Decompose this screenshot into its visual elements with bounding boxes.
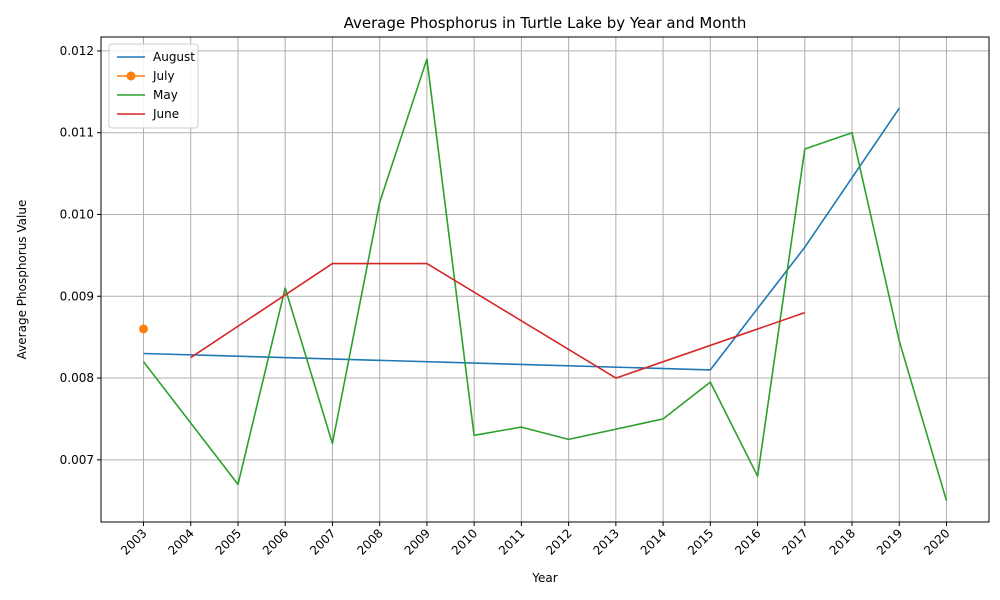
y-tick-label: 0.010 <box>60 207 94 221</box>
grid-lines <box>101 37 989 522</box>
legend-label-august: August <box>153 50 195 64</box>
series-line-may <box>142 58 948 501</box>
axis-ticks: 2003 2004 2005 2006 2007 2008 2009 2010 2011 2012… <box>60 44 953 558</box>
y-axis-label: Average Phosphorus Value <box>15 200 29 360</box>
series-line-august <box>143 107 900 371</box>
x-axis-label: Year <box>531 571 557 585</box>
legend-label-june: June <box>152 107 179 121</box>
plot-frame <box>100 36 990 523</box>
y-tick-label: 0.008 <box>60 371 94 385</box>
y-tick-label: 0.009 <box>60 289 94 303</box>
legend-marker-july <box>126 71 136 81</box>
y-tick-label: 0.007 <box>60 453 94 467</box>
legend-box <box>108 43 199 129</box>
y-tick-label: 0.011 <box>60 126 94 140</box>
data-point-july <box>139 324 149 334</box>
series-lines <box>139 58 948 501</box>
legend-label-may: May <box>153 88 178 102</box>
y-tick-label: 0.012 <box>60 44 94 58</box>
legend-label-july: July <box>152 69 175 83</box>
series-line-june <box>190 262 806 379</box>
legend: August July May June <box>108 43 199 129</box>
chart-title: Average Phosphorus in Turtle Lake by Yea… <box>344 14 747 32</box>
